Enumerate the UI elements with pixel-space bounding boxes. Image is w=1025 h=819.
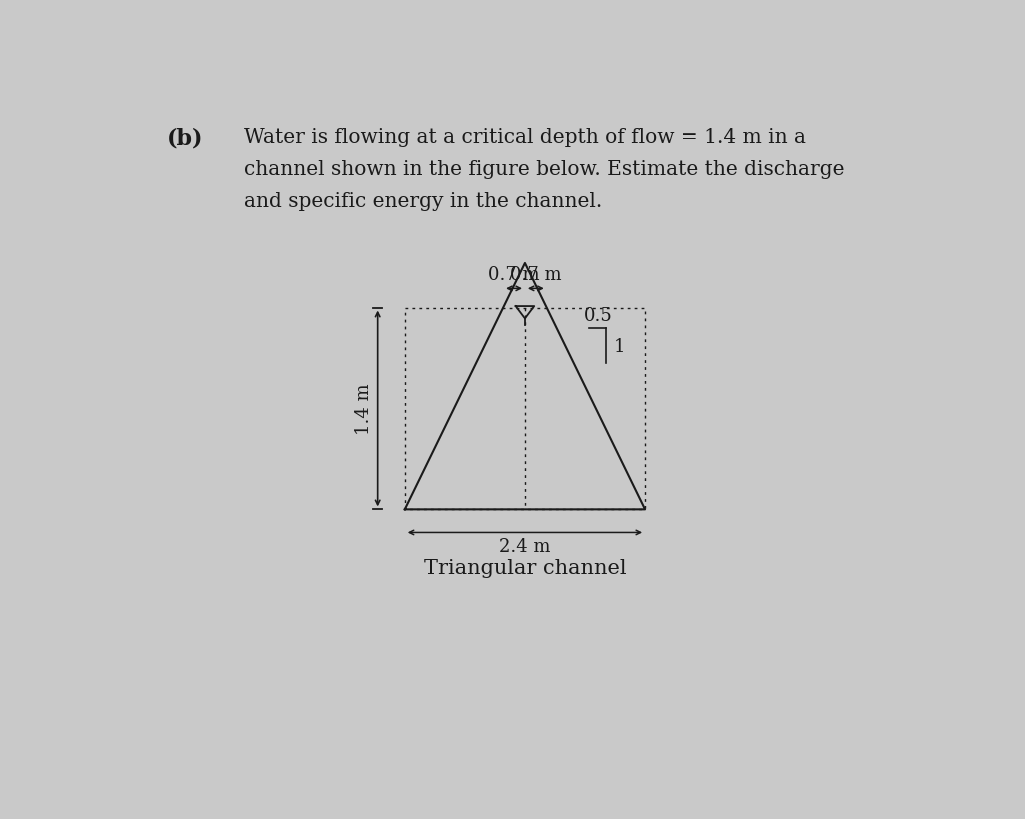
Text: 2.4 m: 2.4 m [499,537,550,555]
Text: 0.7 m: 0.7 m [488,265,540,283]
Text: Water is flowing at a critical depth of flow = 1.4 m in a: Water is flowing at a critical depth of … [244,128,807,147]
Text: 0.7 m: 0.7 m [510,265,562,283]
Text: Triangular channel: Triangular channel [423,559,626,577]
Text: and specific energy in the channel.: and specific energy in the channel. [244,192,603,211]
Text: 0.5: 0.5 [583,306,612,324]
Text: channel shown in the figure below. Estimate the discharge: channel shown in the figure below. Estim… [244,160,845,179]
Text: 1: 1 [614,337,625,355]
Text: (b): (b) [167,128,203,150]
Text: 1.4 m: 1.4 m [355,383,373,435]
